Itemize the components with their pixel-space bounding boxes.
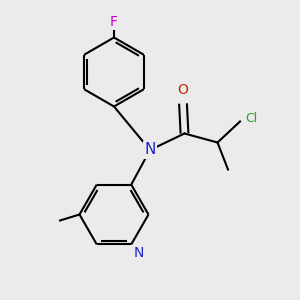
Text: Cl: Cl xyxy=(245,112,257,125)
Text: N: N xyxy=(144,142,156,158)
Text: F: F xyxy=(110,15,118,29)
Text: O: O xyxy=(178,83,188,97)
Text: N: N xyxy=(134,246,144,260)
